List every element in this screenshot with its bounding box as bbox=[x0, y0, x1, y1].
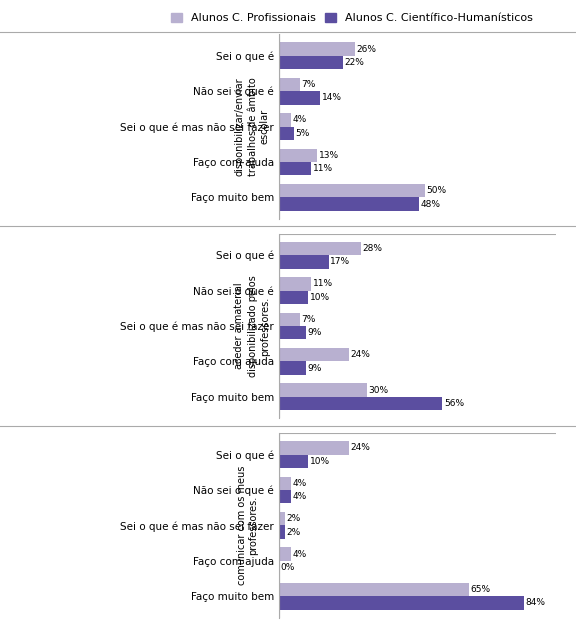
Text: trabalhos de âmbito
escolar: trabalhos de âmbito escolar bbox=[248, 77, 270, 176]
Text: 11%: 11% bbox=[313, 280, 333, 288]
Text: 28%: 28% bbox=[362, 244, 382, 253]
Bar bbox=[279, 583, 468, 597]
Text: comunicar com os meus
professores.: comunicar com os meus professores. bbox=[237, 466, 259, 585]
Bar bbox=[279, 149, 317, 162]
Bar bbox=[279, 162, 312, 175]
Text: disponibilizar/enviar: disponibilizar/enviar bbox=[234, 77, 244, 176]
Text: 17%: 17% bbox=[330, 258, 350, 266]
Text: 10%: 10% bbox=[310, 293, 330, 302]
Text: 4%: 4% bbox=[293, 479, 306, 488]
Bar bbox=[279, 56, 343, 69]
Bar bbox=[279, 361, 305, 375]
Bar bbox=[279, 313, 300, 326]
Bar bbox=[279, 455, 309, 468]
Bar bbox=[279, 512, 285, 525]
Bar bbox=[279, 490, 291, 504]
Bar bbox=[279, 477, 291, 490]
Text: 65%: 65% bbox=[470, 585, 490, 594]
Text: 30%: 30% bbox=[368, 386, 388, 394]
Bar bbox=[279, 441, 349, 455]
Text: 5%: 5% bbox=[295, 129, 310, 138]
Bar bbox=[279, 91, 320, 105]
Bar bbox=[279, 255, 329, 269]
Text: 9%: 9% bbox=[307, 364, 321, 373]
Bar bbox=[279, 326, 305, 339]
Bar bbox=[279, 78, 300, 91]
Bar bbox=[279, 197, 419, 211]
Text: 48%: 48% bbox=[420, 200, 441, 208]
Bar bbox=[279, 113, 291, 127]
Bar bbox=[279, 348, 349, 361]
Text: 7%: 7% bbox=[301, 315, 316, 324]
Text: 9%: 9% bbox=[307, 328, 321, 337]
Text: disponibilizado pelos
professores.: disponibilizado pelos professores. bbox=[248, 275, 270, 377]
Text: aceder a material: aceder a material bbox=[234, 283, 244, 369]
Bar bbox=[279, 547, 291, 561]
Text: 2%: 2% bbox=[287, 528, 301, 537]
Text: 4%: 4% bbox=[293, 492, 306, 501]
Bar bbox=[279, 42, 355, 56]
Text: 84%: 84% bbox=[525, 598, 545, 607]
Text: 22%: 22% bbox=[345, 58, 365, 67]
Text: 14%: 14% bbox=[321, 94, 342, 102]
Text: 4%: 4% bbox=[293, 115, 306, 124]
Bar bbox=[279, 241, 361, 255]
Text: 11%: 11% bbox=[313, 164, 333, 173]
Text: 4%: 4% bbox=[293, 550, 306, 558]
Text: 56%: 56% bbox=[444, 399, 464, 408]
Bar bbox=[279, 277, 312, 291]
Bar bbox=[279, 127, 294, 140]
Bar bbox=[279, 383, 367, 397]
Text: 2%: 2% bbox=[287, 514, 301, 523]
Legend: Alunos C. Profissionais, Alunos C. Científico-Humanísticos: Alunos C. Profissionais, Alunos C. Cient… bbox=[167, 9, 537, 27]
Text: 10%: 10% bbox=[310, 457, 330, 466]
Text: 24%: 24% bbox=[351, 350, 370, 359]
Bar bbox=[279, 184, 425, 197]
Text: 13%: 13% bbox=[319, 151, 339, 160]
Bar bbox=[279, 525, 285, 539]
Bar bbox=[279, 397, 442, 411]
Text: 0%: 0% bbox=[281, 563, 295, 572]
Text: 50%: 50% bbox=[426, 186, 446, 195]
Text: 24%: 24% bbox=[351, 444, 370, 452]
Bar bbox=[279, 291, 309, 304]
Text: 7%: 7% bbox=[301, 80, 316, 89]
Text: 26%: 26% bbox=[357, 45, 377, 54]
Bar bbox=[279, 597, 524, 610]
